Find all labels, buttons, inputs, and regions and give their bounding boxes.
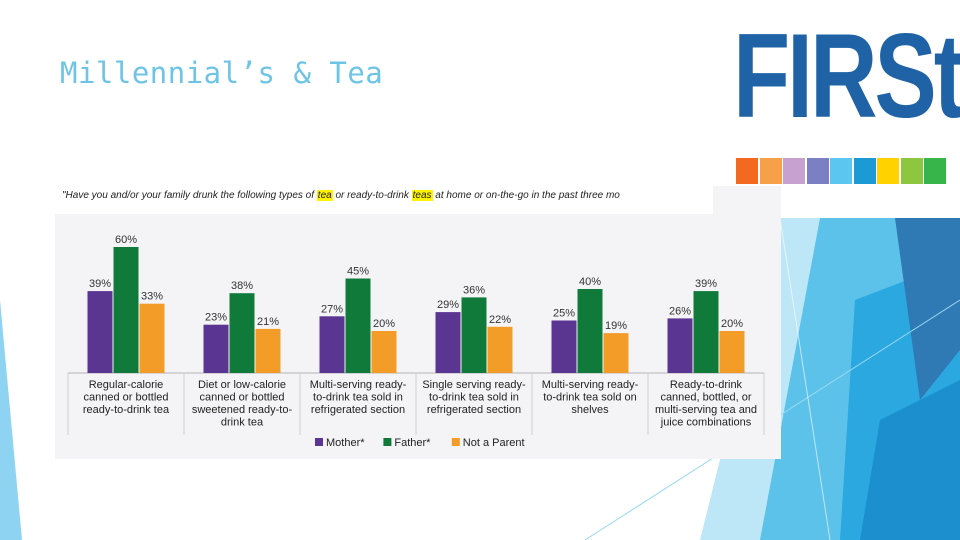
left-accent-shape — [0, 300, 22, 540]
category-label: ready-to-drink tea — [83, 404, 170, 416]
data-label: 20% — [373, 318, 395, 330]
question-text-2: or ready-to-drink — [332, 190, 412, 201]
category-label: to-drink tea sold in — [429, 392, 519, 404]
category-label: Multi-serving ready- — [542, 379, 639, 391]
data-label: 20% — [721, 318, 743, 330]
category-label: Ready-to-drink — [670, 379, 743, 391]
survey-question: "Have you and/or your family drunk the f… — [62, 190, 712, 201]
data-label: 38% — [231, 280, 253, 292]
logo-stripe — [877, 158, 899, 184]
bar-father — [693, 291, 719, 373]
question-text-1: "Have you and/or your family drunk the f… — [62, 190, 317, 201]
bar-father — [113, 247, 139, 373]
logo-stripe — [924, 158, 946, 184]
data-label: 21% — [257, 316, 279, 328]
question-strip — [55, 186, 713, 214]
bar-mother — [87, 291, 113, 373]
right-shape-dark — [895, 218, 960, 400]
logo-color-stripes — [736, 158, 948, 184]
data-label: 33% — [141, 291, 163, 303]
bar-notaparent — [255, 328, 281, 373]
question-highlight-tea: tea — [316, 190, 333, 201]
right-shape-blue — [860, 380, 960, 540]
bar-notaparent — [719, 331, 745, 373]
category-label: canned or bottled — [83, 392, 168, 404]
data-label: 60% — [115, 234, 137, 246]
category-label: multi-serving tea and — [655, 404, 757, 416]
logo-text: FIRSt — [733, 9, 960, 143]
category-label: drink tea — [221, 417, 264, 429]
category-label: canned, bottled, or — [660, 392, 751, 404]
category-label: refrigerated section — [311, 404, 405, 416]
slide-title: Millennial’s & Tea — [60, 56, 384, 90]
category-label: Diet or low-calorie — [198, 379, 286, 391]
bar-mother — [203, 324, 229, 373]
legend-swatch — [315, 438, 323, 446]
bar-mother — [435, 312, 461, 373]
logo-stripe — [830, 158, 852, 184]
data-label: 39% — [695, 278, 717, 290]
data-label: 23% — [205, 312, 227, 324]
logo-stripe — [853, 158, 876, 184]
logo-stripe — [759, 158, 782, 184]
bar-mother — [667, 318, 693, 373]
legend-label: Mother* — [326, 437, 365, 449]
legend-swatch — [383, 438, 392, 446]
bar-notaparent — [371, 331, 397, 373]
bar-father — [229, 293, 255, 373]
chart-panel — [55, 186, 781, 459]
category-label: Multi-serving ready- — [310, 379, 407, 391]
legend-label: Not a Parent — [463, 437, 525, 449]
firs-logo: FIRSt — [733, 16, 960, 188]
bar-mother — [319, 316, 345, 373]
data-label: 26% — [669, 305, 691, 317]
data-label: 45% — [347, 266, 369, 278]
logo-stripe — [736, 158, 758, 184]
deco-line-2 — [779, 217, 831, 540]
legend-swatch — [451, 438, 460, 446]
category-label: to-drink tea sold on — [543, 392, 637, 404]
logo-stripe — [900, 158, 923, 184]
category-label: Regular-calorie — [89, 379, 164, 391]
data-label: 25% — [553, 308, 575, 320]
category-label: juice combinations — [660, 417, 752, 429]
category-label: refrigerated section — [427, 404, 521, 416]
category-label: canned or bottled — [199, 392, 284, 404]
question-highlight-teas: teas — [411, 190, 433, 201]
bar-father — [461, 297, 487, 373]
legend-label: Father* — [394, 437, 431, 449]
data-label: 19% — [605, 320, 627, 332]
category-label: shelves — [571, 404, 609, 416]
bar-mother — [551, 320, 577, 373]
bar-notaparent — [487, 326, 513, 373]
bar-father — [345, 278, 371, 373]
logo-stripe — [783, 158, 805, 184]
bar-father — [577, 289, 603, 373]
data-label: 27% — [321, 303, 343, 315]
data-label: 22% — [489, 314, 511, 326]
category-label: sweetened ready-to- — [192, 404, 293, 416]
logo-stripe — [806, 158, 829, 184]
data-label: 39% — [89, 278, 111, 290]
bar-notaparent — [603, 333, 629, 373]
category-label: to-drink tea sold in — [313, 392, 403, 404]
data-label: 40% — [579, 276, 601, 288]
question-text-3: at home or on-the-go in the past three m… — [432, 190, 620, 201]
data-label: 36% — [463, 284, 485, 296]
category-label: Single serving ready- — [422, 379, 526, 391]
bar-notaparent — [139, 303, 165, 373]
data-label: 29% — [437, 299, 459, 311]
